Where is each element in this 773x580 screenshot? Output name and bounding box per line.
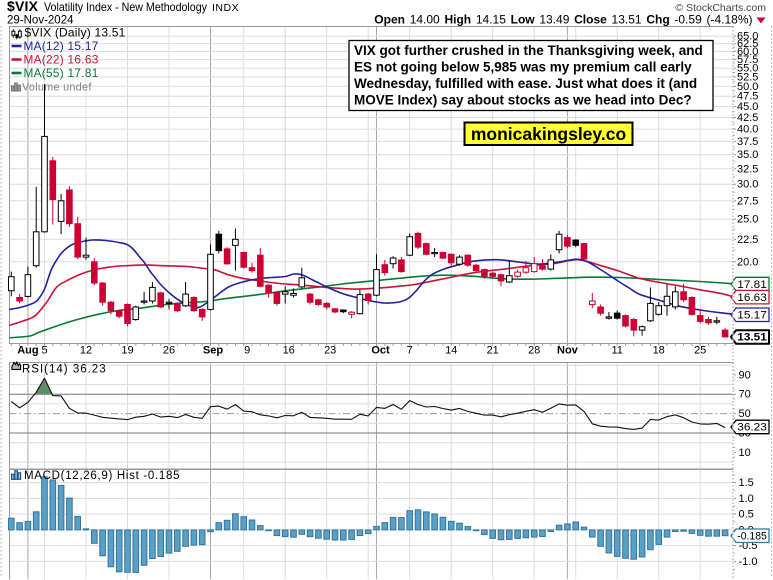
svg-text:MA(55) 17.81: MA(55) 17.81 bbox=[24, 66, 99, 80]
svg-text:70: 70 bbox=[739, 389, 751, 401]
svg-text:15.17: 15.17 bbox=[737, 310, 767, 322]
svg-text:12: 12 bbox=[80, 345, 92, 357]
svg-text:52.5: 52.5 bbox=[737, 72, 758, 84]
svg-text:16.63: 16.63 bbox=[737, 292, 767, 304]
svg-text:60.0: 60.0 bbox=[737, 46, 758, 58]
svg-text:65.0: 65.0 bbox=[737, 31, 758, 43]
svg-text:35.0: 35.0 bbox=[737, 149, 758, 161]
svg-text:13.51: 13.51 bbox=[737, 332, 767, 344]
svg-text:90: 90 bbox=[739, 369, 751, 381]
svg-text:ES not going below 5,985 was m: ES not going below 5,985 was my premium … bbox=[354, 60, 692, 75]
svg-text:1.5: 1.5 bbox=[739, 477, 754, 489]
svg-text:22.5: 22.5 bbox=[737, 234, 758, 246]
svg-text:© StockCharts.com: © StockCharts.com bbox=[675, 2, 766, 14]
svg-text:40.0: 40.0 bbox=[737, 124, 758, 136]
svg-text:29-Nov-2024: 29-Nov-2024 bbox=[7, 15, 74, 27]
svg-text:7: 7 bbox=[407, 345, 413, 357]
svg-text:23: 23 bbox=[324, 345, 336, 357]
svg-text:10: 10 bbox=[739, 447, 751, 459]
svg-text:47.5: 47.5 bbox=[737, 91, 758, 103]
svg-text:monicakingsley.co: monicakingsley.co bbox=[471, 124, 626, 144]
svg-text:Volume undef: Volume undef bbox=[22, 81, 92, 93]
svg-text:16: 16 bbox=[283, 345, 295, 357]
svg-text:$VIX: $VIX bbox=[7, 0, 39, 14]
svg-text:VIX got further crushed in the: VIX got further crushed in the Thanksgiv… bbox=[354, 43, 703, 58]
svg-text:42.5: 42.5 bbox=[737, 112, 758, 124]
svg-text:20.0: 20.0 bbox=[737, 256, 758, 268]
svg-text:0.5: 0.5 bbox=[739, 509, 754, 521]
svg-text:MACD(12,26,9) Hist -0.185: MACD(12,26,9) Hist -0.185 bbox=[24, 470, 180, 482]
svg-text:RSI(14) 36.23: RSI(14) 36.23 bbox=[22, 364, 107, 376]
svg-text:26: 26 bbox=[163, 345, 175, 357]
svg-text:MOVE Index) say about stocks a: MOVE Index) say about stocks as we head … bbox=[354, 93, 692, 108]
svg-text:1.0: 1.0 bbox=[739, 493, 754, 505]
svg-text:Sep: Sep bbox=[203, 345, 223, 357]
svg-text:37.5: 37.5 bbox=[737, 136, 758, 148]
svg-text:36.23: 36.23 bbox=[737, 422, 767, 434]
svg-text:28: 28 bbox=[528, 345, 540, 357]
svg-text:-0.185: -0.185 bbox=[737, 531, 767, 543]
svg-text:50: 50 bbox=[739, 408, 751, 420]
svg-text:17.81: 17.81 bbox=[737, 279, 767, 291]
svg-text:$VIX (Daily) 13.51: $VIX (Daily) 13.51 bbox=[25, 26, 126, 40]
svg-text:Nov: Nov bbox=[557, 345, 579, 357]
svg-text:30.0: 30.0 bbox=[737, 179, 758, 191]
svg-text:27.5: 27.5 bbox=[737, 195, 758, 207]
svg-text:25.0: 25.0 bbox=[737, 214, 758, 226]
svg-text:19: 19 bbox=[121, 345, 133, 357]
svg-text:Volatility Index - New Methodo: Volatility Index - New Methodology bbox=[44, 0, 207, 14]
svg-text:32.5: 32.5 bbox=[737, 163, 758, 175]
svg-text:Aug: Aug bbox=[17, 345, 38, 357]
svg-text:5: 5 bbox=[41, 345, 47, 357]
svg-text:MA(22) 16.63: MA(22) 16.63 bbox=[24, 52, 99, 66]
svg-text:Oct: Oct bbox=[371, 345, 390, 357]
svg-text:9: 9 bbox=[244, 345, 250, 357]
svg-text:MA(12) 15.17: MA(12) 15.17 bbox=[24, 39, 99, 53]
svg-text:Open 14.00 High 14.15 Low 13.4: Open 14.00 High 14.15 Low 13.49 Close 13… bbox=[374, 13, 752, 27]
svg-text:50.0: 50.0 bbox=[737, 81, 758, 93]
svg-text:Wednesday, fulfilled with ease: Wednesday, fulfilled with ease. Just wha… bbox=[354, 76, 697, 91]
svg-text:18: 18 bbox=[653, 345, 665, 357]
svg-text:25: 25 bbox=[694, 345, 706, 357]
svg-text:45.0: 45.0 bbox=[737, 101, 758, 113]
svg-text:14: 14 bbox=[445, 345, 457, 357]
svg-text:INDX: INDX bbox=[212, 2, 239, 14]
svg-text:11: 11 bbox=[611, 345, 622, 357]
svg-text:-1.0: -1.0 bbox=[739, 556, 758, 568]
svg-text:62.5: 62.5 bbox=[737, 38, 758, 50]
svg-text:21: 21 bbox=[487, 345, 499, 357]
svg-text:55.0: 55.0 bbox=[737, 63, 758, 75]
svg-text:57.5: 57.5 bbox=[737, 54, 758, 66]
